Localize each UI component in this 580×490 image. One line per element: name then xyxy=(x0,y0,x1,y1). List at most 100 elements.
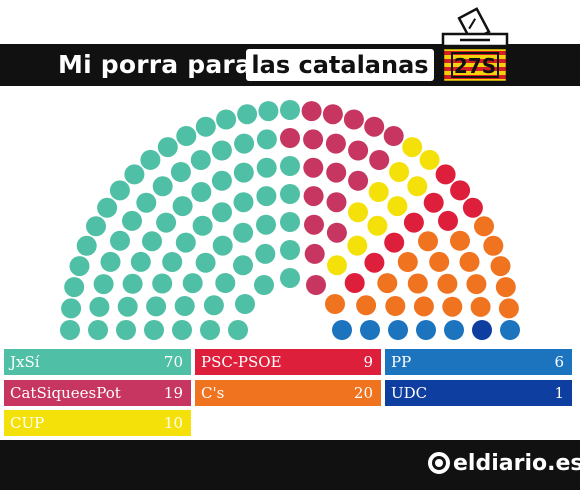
seat xyxy=(172,320,192,340)
seat xyxy=(403,212,424,233)
seat xyxy=(474,216,494,237)
seat xyxy=(142,231,162,252)
seat xyxy=(190,150,211,170)
seat xyxy=(280,212,300,232)
badge-text: 27S xyxy=(454,54,496,78)
seat xyxy=(195,252,216,273)
ballot-box-icon: 27S xyxy=(441,7,509,84)
seat xyxy=(303,186,324,207)
seat xyxy=(235,294,255,314)
seat xyxy=(280,240,300,260)
title-text: Mi porra para xyxy=(58,50,253,79)
seat xyxy=(182,273,203,294)
seat xyxy=(212,235,233,256)
seat xyxy=(144,320,164,340)
seat xyxy=(369,150,390,170)
seat xyxy=(280,156,300,176)
seat xyxy=(61,298,82,319)
seat xyxy=(211,170,232,191)
seat xyxy=(326,222,347,243)
seat xyxy=(280,268,300,288)
seat xyxy=(255,243,276,264)
seat xyxy=(402,137,423,158)
seat xyxy=(175,232,196,253)
seat xyxy=(109,180,130,201)
seat xyxy=(93,274,114,295)
eldiario-logo[interactable]: eldiario.es xyxy=(428,444,580,484)
seat xyxy=(327,255,347,276)
seat xyxy=(306,275,326,295)
seat xyxy=(326,192,347,213)
seat xyxy=(124,164,145,185)
seat xyxy=(280,128,300,148)
seat xyxy=(360,320,380,340)
seat xyxy=(280,100,300,120)
legend-item-label: CatSiqueesPot xyxy=(10,384,121,402)
parliament-chart xyxy=(60,100,520,340)
seat xyxy=(325,133,346,154)
legend-item-label: UDC xyxy=(391,384,428,402)
seat xyxy=(462,197,483,218)
seat xyxy=(174,296,195,316)
seat xyxy=(301,101,322,122)
legend-item-cs: C's 20 xyxy=(195,380,381,406)
seat xyxy=(116,320,136,340)
seat xyxy=(444,320,464,340)
seat xyxy=(304,214,324,235)
seat xyxy=(256,186,277,207)
seat xyxy=(364,116,385,137)
seat xyxy=(423,192,444,213)
eldiario-logo-icon xyxy=(428,452,450,474)
seat xyxy=(397,252,418,272)
seat xyxy=(86,216,106,237)
legend-item-udc: UDC 1 xyxy=(385,380,572,406)
seat xyxy=(110,230,130,251)
seat xyxy=(280,184,300,204)
legend-item-jxsi: JxSí 70 xyxy=(4,349,191,375)
legend-item-seats: 10 xyxy=(163,414,183,432)
seat xyxy=(387,196,408,217)
seat xyxy=(256,214,276,235)
seat xyxy=(498,298,519,319)
seat xyxy=(152,176,173,197)
seat xyxy=(304,243,325,264)
seat xyxy=(203,295,224,316)
seat xyxy=(100,251,121,272)
legend-item-seats: 1 xyxy=(554,384,564,402)
seat xyxy=(419,149,440,170)
seat xyxy=(176,126,197,146)
seat xyxy=(69,256,90,277)
seat xyxy=(140,149,161,170)
seat xyxy=(459,251,480,272)
seat xyxy=(442,296,463,317)
seat xyxy=(348,170,369,191)
seat xyxy=(483,235,504,256)
seat xyxy=(146,296,167,317)
seat xyxy=(490,256,511,277)
legend-item-cup: CUP 10 xyxy=(4,410,191,436)
seat xyxy=(130,251,151,272)
seat xyxy=(136,192,157,213)
seat xyxy=(495,277,516,298)
seat xyxy=(233,162,254,183)
seat xyxy=(500,320,520,340)
seat xyxy=(348,202,368,223)
seat xyxy=(88,320,108,340)
seat xyxy=(389,162,410,182)
seat xyxy=(60,320,80,340)
legend-item-seats: 6 xyxy=(554,353,564,371)
seat xyxy=(256,129,277,150)
seat xyxy=(215,273,236,293)
legend-item-psc-psoe: PSC-PSOE 9 xyxy=(195,349,381,375)
seat xyxy=(388,320,408,340)
seat xyxy=(347,235,368,256)
seat xyxy=(258,101,279,122)
legend-item-label: JxSí xyxy=(10,353,40,371)
seat xyxy=(233,255,253,276)
legend-item-pp: PP 6 xyxy=(385,349,572,375)
legend-item-seats: 70 xyxy=(163,353,183,371)
seat xyxy=(191,182,212,202)
seat xyxy=(413,296,434,317)
legend-item-label: PSC-PSOE xyxy=(201,353,282,371)
seat xyxy=(472,320,492,340)
